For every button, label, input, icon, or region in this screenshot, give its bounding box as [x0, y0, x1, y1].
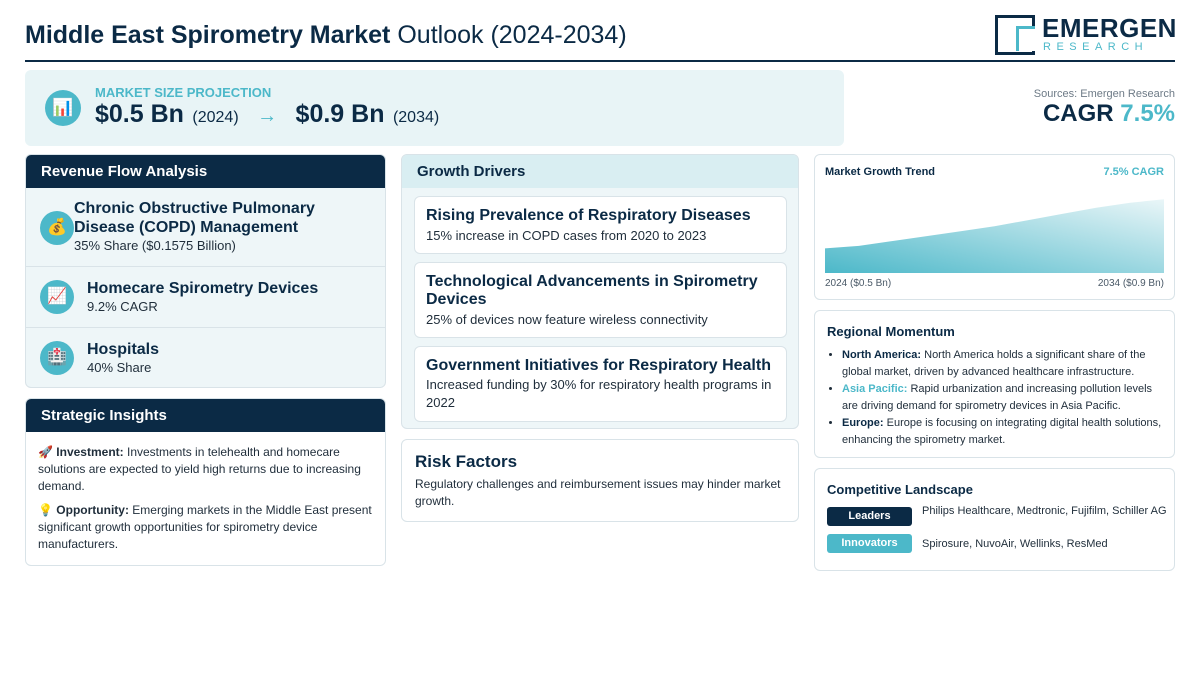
region-asia-pacific: Asia Pacific: Rapid urbanization and inc… — [842, 381, 1164, 414]
driver-text: Increased funding by 30% for respiratory… — [426, 377, 772, 410]
arrow-right-icon: → — [257, 105, 278, 127]
driver-card: Technological Advancements in Spirometry… — [414, 262, 787, 338]
regional-list: North America: North America holds a sig… — [842, 347, 1164, 449]
sources-text: Sources: Emergen Research — [1033, 88, 1175, 100]
end-value: $0.9 Bn — [295, 100, 385, 128]
revenue-flow-panel: Revenue Flow Analysis 💰 Chronic Obstruct… — [25, 154, 386, 388]
insight-lead: Opportunity: — [56, 503, 129, 517]
logo-name: EMERGEN — [1042, 13, 1177, 43]
start-year: (2024) — [192, 109, 239, 126]
region-north-america: North America: North America holds a sig… — [842, 347, 1164, 380]
page-title-rest: Outlook (2024-2034) — [397, 21, 627, 49]
market-growth-trend-panel: Market Growth Trend 7.5% CAGR 2024 ($0.5… — [814, 154, 1175, 300]
driver-card: Government Initiatives for Respiratory H… — [414, 346, 787, 422]
driver-card: Rising Prevalence of Respiratory Disease… — [414, 196, 787, 254]
revenue-item-title: Chronic Obstructive Pulmonary Disease (C… — [74, 200, 315, 236]
driver-title: Government Initiatives for Respiratory H… — [426, 357, 771, 374]
strategic-insights-title: Strategic Insights — [26, 399, 385, 432]
driver-title: Technological Advancements in Spirometry… — [426, 273, 758, 308]
revenue-item-subtitle: 35% Share ($0.1575 Billion) — [74, 238, 236, 253]
revenue-flow-title: Revenue Flow Analysis — [26, 155, 385, 188]
risk-factors-title: Risk Factors — [415, 452, 518, 471]
innovators-badge: Innovators — [827, 534, 912, 553]
page-title: Middle East Spirometry Market Outlook (2… — [25, 21, 627, 50]
region-name: North America: — [842, 349, 922, 361]
growth-drivers-panel: Growth Drivers Rising Prevalence of Resp… — [401, 154, 799, 429]
emergen-logo: EMERGEN RESEARCH — [995, 14, 1176, 56]
trend-x-start: 2024 ($0.5 Bn) — [825, 278, 892, 289]
projection-label: MARKET SIZE PROJECTION — [95, 85, 272, 100]
cagr-value: 7.5% — [1120, 100, 1175, 127]
revenue-item-hospitals: 🏥 Hospitals 40% Share — [26, 327, 385, 387]
growth-drivers-title: Growth Drivers — [402, 155, 798, 188]
start-value: $0.5 Bn — [95, 100, 184, 128]
projection-values: $0.5 Bn (2024) → $0.9 Bn (2034) — [95, 100, 439, 129]
revenue-item-title: Homecare Spirometry Devices — [87, 280, 319, 297]
hospital-icon: 🏥 — [40, 341, 74, 375]
revenue-item-title: Hospitals — [87, 341, 160, 358]
driver-text: 25% of devices now feature wireless conn… — [426, 312, 708, 327]
revenue-item-homecare: 📈 Homecare Spirometry Devices 9.2% CAGR — [26, 266, 385, 327]
lightbulb-icon: 💡 — [38, 503, 53, 517]
regional-momentum-panel: Regional Momentum North America: North A… — [814, 310, 1175, 458]
competitive-landscape-title: Competitive Landscape — [827, 482, 973, 497]
region-name: Europe: — [842, 417, 884, 429]
market-size-projection: 📊 MARKET SIZE PROJECTION $0.5 Bn (2024) … — [25, 70, 844, 146]
leaders-badge: Leaders — [827, 507, 912, 526]
region-text: Europe is focusing on integrating digita… — [842, 417, 1162, 446]
page-header: Middle East Spirometry Market Outlook (2… — [25, 12, 1176, 62]
page-title-bold: Middle East Spirometry Market — [25, 21, 391, 49]
growth-area-chart — [825, 199, 1164, 273]
strategic-insights-panel: Strategic Insights 🚀 Investment: Investm… — [25, 398, 386, 566]
end-year: (2034) — [392, 109, 440, 126]
regional-momentum-title: Regional Momentum — [827, 324, 955, 339]
logo-subtitle: RESEARCH — [1043, 41, 1149, 53]
trend-cagr: 7.5% CAGR — [1103, 166, 1164, 178]
insight-text: Investments in telehealth and homecare s… — [38, 445, 361, 493]
driver-text: 15% increase in COPD cases from 2020 to … — [426, 228, 707, 243]
money-bag-icon: 💰 — [40, 211, 74, 245]
trending-chart-icon: 📈 — [40, 280, 74, 314]
trend-title: Market Growth Trend — [825, 166, 936, 178]
region-name: Asia Pacific: — [842, 383, 908, 395]
region-europe: Europe: Europe is focusing on integratin… — [842, 415, 1164, 448]
bar-chart-icon: 📊 — [45, 90, 81, 126]
revenue-item-copd: 💰 Chronic Obstructive Pulmonary Disease … — [26, 188, 385, 267]
competitive-landscape-panel: Competitive Landscape Leaders Philips He… — [814, 468, 1175, 571]
leaders-list: Philips Healthcare, Medtronic, Fujifilm,… — [922, 505, 1167, 517]
insight-lead: Investment: — [56, 445, 124, 459]
growth-area — [825, 199, 1164, 273]
cagr-summary: CAGR 7.5% — [1043, 100, 1175, 128]
logo-mark-icon — [995, 15, 1035, 55]
insight-text: Emerging markets in the Middle East pres… — [38, 503, 372, 551]
cagr-label: CAGR — [1042, 100, 1114, 127]
revenue-item-subtitle: 9.2% CAGR — [87, 299, 158, 314]
insight-investment: 🚀 Investment: Investments in telehealth … — [38, 444, 376, 495]
trend-x-end: 2034 ($0.9 Bn) — [1097, 278, 1164, 289]
revenue-item-subtitle: 40% Share — [87, 360, 152, 375]
risk-factors-text: Regulatory challenges and reimbursement … — [415, 477, 781, 508]
driver-title: Rising Prevalence of Respiratory Disease… — [426, 207, 751, 224]
region-text: North America holds a significant share … — [842, 349, 1146, 378]
rocket-icon: 🚀 — [38, 445, 53, 459]
risk-factors-panel: Risk Factors Regulatory challenges and r… — [401, 439, 799, 522]
innovators-list: Spirosure, NuvoAir, Wellinks, ResMed — [922, 538, 1108, 550]
region-text: Rapid urbanization and increasing pollut… — [842, 383, 1153, 412]
insight-opportunity: 💡 Opportunity: Emerging markets in the M… — [38, 502, 376, 553]
